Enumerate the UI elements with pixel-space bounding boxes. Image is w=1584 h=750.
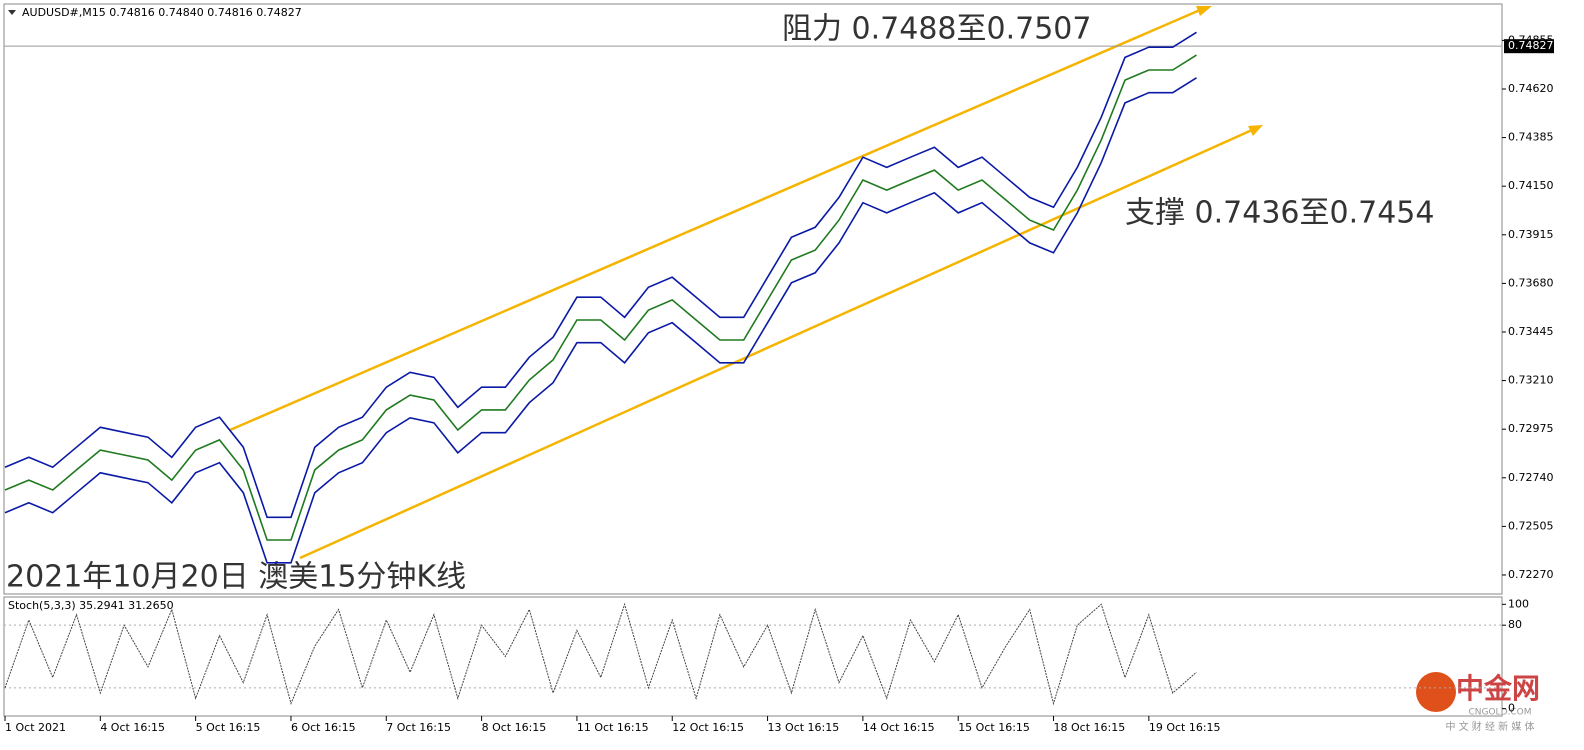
y-tick-label: 0.73915	[1508, 228, 1554, 241]
x-tick-label: 14 Oct 16:15	[863, 721, 935, 734]
x-tick-label: 18 Oct 16:15	[1054, 721, 1126, 734]
y-tick-label: 80	[1508, 618, 1522, 631]
annotation: 支撑 0.7436至0.7454	[1125, 196, 1434, 231]
y-tick-label: 0.74385	[1508, 131, 1554, 144]
x-tick-label: 7 Oct 16:15	[386, 721, 451, 734]
x-tick-label: 1 Oct 2021	[5, 721, 66, 734]
menu-icon	[8, 10, 16, 15]
watermark-domain: CNGOLD.COM	[1468, 708, 1531, 718]
x-tick-label: 13 Oct 16:15	[768, 721, 840, 734]
y-tick-label: 0.73680	[1508, 276, 1554, 289]
y-tick-label: 0.73445	[1508, 325, 1554, 338]
watermark-name: 中金网	[1456, 672, 1540, 705]
y-tick-label: 0.74150	[1508, 179, 1554, 192]
last-price-label: 0.74827	[1508, 39, 1554, 52]
series-line	[4, 77, 1197, 564]
x-tick-label: 19 Oct 16:15	[1149, 721, 1221, 734]
y-tick-label: 0.72740	[1508, 471, 1554, 484]
y-tick-label: 0.72270	[1508, 568, 1554, 581]
x-tick-label: 15 Oct 16:15	[958, 721, 1030, 734]
y-tick-label: 0.74620	[1508, 82, 1554, 95]
x-tick-label: 11 Oct 16:15	[577, 721, 649, 734]
resistance-line	[229, 8, 1201, 432]
y-tick-label: 100	[1508, 597, 1529, 610]
logo	[1416, 672, 1456, 712]
x-tick-label: 8 Oct 16:15	[482, 721, 547, 734]
y-tick-label: 0.73210	[1508, 374, 1554, 387]
x-tick-label: 6 Oct 16:15	[291, 721, 356, 734]
x-tick-label: 5 Oct 16:15	[196, 721, 261, 734]
support-line	[299, 128, 1253, 560]
series-line	[4, 602, 1197, 706]
annotation: 2021年10月20日 澳美15分钟K线	[6, 560, 466, 595]
stoch-title: Stoch(5,3,3) 35.2941 31.2650	[8, 599, 174, 612]
chart-title: AUDUSD#,M15 0.74816 0.74840 0.74816 0.74…	[22, 6, 302, 19]
y-tick-label: 0.72975	[1508, 422, 1554, 435]
last-price-box	[1504, 39, 1554, 54]
series-line	[4, 31, 1197, 519]
watermark-tagline: 中 文 财 经 新 媒 体	[1445, 720, 1534, 733]
annotation: 阻力 0.7488至0.7507	[782, 12, 1091, 47]
arrow-head	[1248, 125, 1263, 136]
y-tick-label: 0.72505	[1508, 519, 1554, 532]
y-tick-label: 0	[1508, 702, 1515, 715]
main-panel	[3, 3, 1503, 595]
series-line	[4, 54, 1197, 541]
x-tick-label: 4 Oct 16:15	[100, 721, 165, 734]
x-tick-label: 12 Oct 16:15	[672, 721, 744, 734]
arrow-head	[1196, 6, 1212, 16]
stoch-panel	[3, 596, 1503, 717]
